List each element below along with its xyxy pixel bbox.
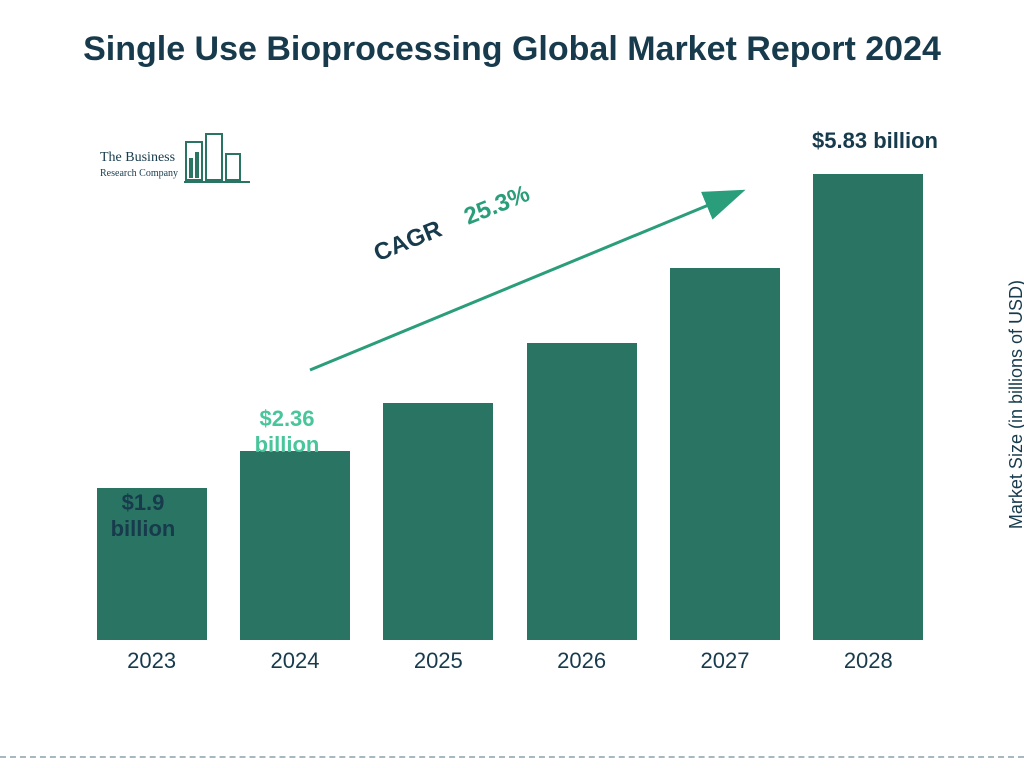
bar-category-label: 2023 [92, 648, 212, 674]
bar-wrap: 2026 [522, 343, 642, 640]
bars-container: 202320242025202620272028 [80, 160, 940, 640]
bar [813, 174, 923, 640]
bar-wrap: 2027 [665, 268, 785, 640]
bar-wrap: 2025 [378, 403, 498, 640]
value-label: $1.9 billion [88, 490, 198, 543]
bar [670, 268, 780, 640]
bar-wrap: 2024 [235, 451, 355, 640]
bar-category-label: 2025 [378, 648, 498, 674]
chart-area: 202320242025202620272028 [80, 160, 940, 680]
chart-title: Single Use Bioprocessing Global Market R… [0, 28, 1024, 71]
bar [240, 451, 350, 640]
bar-category-label: 2028 [808, 648, 928, 674]
bar-category-label: 2027 [665, 648, 785, 674]
value-label: $5.83 billion [800, 128, 950, 154]
value-label: $2.36 billion [232, 406, 342, 459]
bottom-divider [0, 756, 1024, 758]
bar [527, 343, 637, 640]
bar-category-label: 2026 [522, 648, 642, 674]
bar-category-label: 2024 [235, 648, 355, 674]
y-axis-label: Market Size (in billions of USD) [1006, 280, 1024, 529]
bar-wrap: 2028 [808, 174, 928, 640]
bar [383, 403, 493, 640]
